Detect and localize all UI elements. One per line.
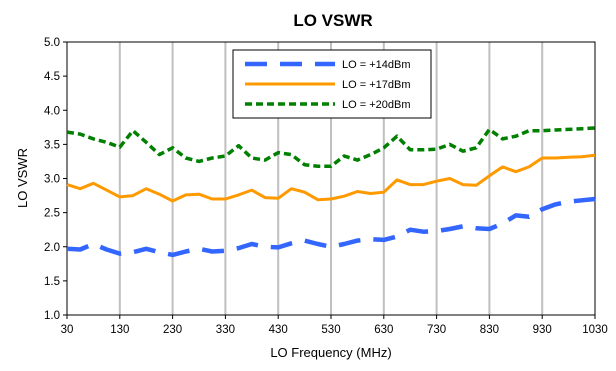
series-line-lo-14dbm: [66, 196, 596, 258]
x-tick-label: 930: [533, 324, 552, 336]
y-tick-label: 2.5: [44, 208, 60, 220]
x-tick-label: 130: [110, 324, 129, 336]
x-tick-label: 630: [374, 324, 393, 336]
y-tick-label: 5.0: [44, 37, 60, 49]
x-tick-label: 30: [61, 324, 74, 336]
x-tick-label: 230: [163, 324, 182, 336]
x-tick-label: 730: [427, 324, 446, 336]
legend-label-20dbm: LO = +20dBm: [342, 99, 411, 111]
y-tick-label: 3.0: [44, 174, 60, 186]
legend-label-17dbm: LO = +17dBm: [342, 79, 411, 91]
series-line-lo-20dbm: [66, 126, 596, 168]
legend-label-14dbm: LO = +14dBm: [342, 59, 411, 71]
chart-title: LO VSWR: [293, 11, 372, 30]
y-tick-label: 2.0: [44, 242, 60, 254]
x-tick-label: 1030: [582, 324, 608, 336]
y-tick-label: 4.5: [44, 71, 60, 83]
x-tick-label: 330: [216, 324, 235, 336]
series-line-lo-17dbm: [66, 153, 596, 203]
series-layer: [66, 126, 596, 258]
axis-ticks: 30 130 230 330 430 530 630 730 830 930 1030 1.0 1.5 2…: [44, 37, 608, 336]
x-tick-label: 830: [480, 324, 499, 336]
x-tick-label: 530: [321, 324, 340, 336]
y-tick-label: 1.5: [44, 276, 60, 288]
y-tick-label: 3.5: [44, 139, 60, 151]
y-tick-label: 4.0: [44, 105, 60, 117]
x-axis-label: LO Frequency (MHz): [270, 345, 391, 360]
y-axis-label: LO VSWR: [15, 148, 30, 208]
y-tick-label: 1.0: [44, 310, 60, 322]
x-tick-label: 430: [269, 324, 288, 336]
legend: LO = +14dBm LO = +17dBm LO = +20dBm: [232, 49, 432, 119]
